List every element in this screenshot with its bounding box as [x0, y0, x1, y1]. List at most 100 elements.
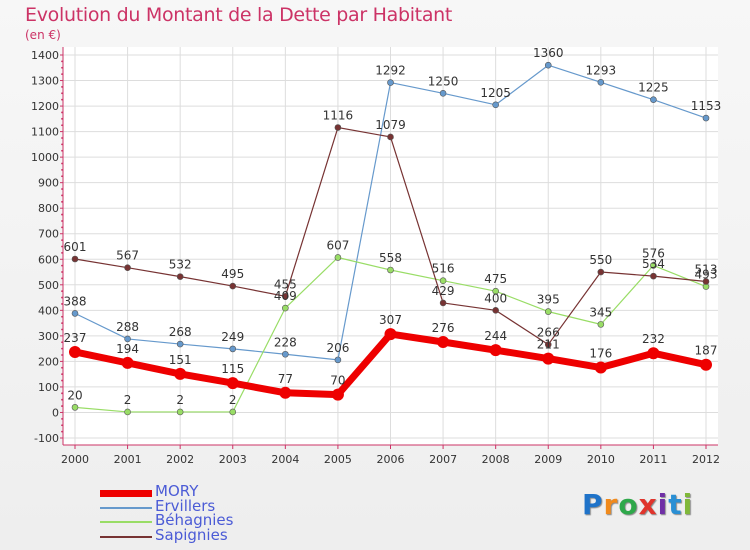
- legend-label: Ervillers: [155, 496, 216, 515]
- proxiti-logo: Proxiti: [582, 488, 693, 521]
- data-point: [650, 272, 657, 280]
- x-tick-label: 2008: [482, 453, 510, 466]
- y-minor-tick: [61, 117, 63, 120]
- y-tick-label: 300: [38, 330, 59, 343]
- data-point: [702, 278, 710, 285]
- data-label: 400: [484, 291, 507, 305]
- y-minor-tick: [61, 379, 63, 382]
- y-minor-tick: [61, 239, 63, 242]
- data-point: [229, 345, 237, 353]
- data-label: 567: [116, 249, 139, 263]
- data-point: [439, 277, 447, 285]
- y-minor-tick: [61, 111, 63, 114]
- data-label: 513: [695, 262, 718, 276]
- y-minor-tick: [61, 169, 63, 171]
- data-point: [282, 292, 289, 300]
- data-point: [439, 90, 447, 97]
- data-label: 2: [124, 393, 132, 407]
- data-point: [124, 408, 131, 416]
- data-label: 395: [537, 293, 560, 307]
- data-point: [437, 335, 450, 348]
- y-minor-tick: [61, 392, 63, 395]
- data-label: 475: [484, 272, 507, 286]
- y-minor-tick: [61, 277, 63, 280]
- y-minor-tick: [61, 290, 63, 293]
- data-label: 576: [642, 246, 665, 260]
- data-label: 532: [169, 258, 192, 272]
- data-label: 1360: [533, 46, 564, 60]
- y-minor-tick: [61, 200, 63, 203]
- legend-swatch: [100, 489, 152, 497]
- data-point: [492, 307, 499, 314]
- data-point: [124, 264, 131, 271]
- data-point: [597, 268, 605, 276]
- data-label: 276: [432, 321, 455, 335]
- x-tick-label: 2004: [271, 453, 299, 466]
- logo-letter: i: [657, 488, 669, 521]
- y-minor-tick: [61, 251, 63, 254]
- data-point: [71, 255, 79, 263]
- legend-label: MORY: [155, 482, 199, 500]
- data-label: 1205: [480, 86, 511, 100]
- data-label: 77: [278, 372, 293, 386]
- x-tick-label: 2002: [166, 453, 194, 466]
- y-minor-tick: [61, 213, 63, 216]
- data-label: 534: [642, 257, 665, 271]
- data-point: [439, 299, 447, 307]
- data-point: [650, 262, 657, 269]
- y-minor-tick: [61, 245, 63, 248]
- data-label: 268: [169, 325, 192, 339]
- data-point: [229, 282, 237, 290]
- data-label: 187: [695, 344, 718, 358]
- data-point: [542, 352, 555, 365]
- data-point: [334, 124, 342, 131]
- y-minor-tick: [61, 124, 63, 127]
- y-minor-tick: [61, 430, 63, 433]
- data-point: [489, 344, 502, 357]
- data-label: 1225: [638, 81, 669, 95]
- data-label: 194: [116, 342, 139, 356]
- data-point: [387, 266, 394, 274]
- data-label: 237: [64, 331, 87, 345]
- data-point: [594, 361, 607, 374]
- data-label: 1292: [375, 64, 406, 78]
- y-minor-tick: [61, 73, 63, 76]
- y-minor-tick: [61, 296, 63, 299]
- data-label: 429: [432, 284, 455, 298]
- y-minor-tick: [61, 405, 63, 407]
- data-label: 2: [229, 393, 237, 407]
- y-tick-label: 1300: [31, 75, 59, 88]
- data-point: [282, 350, 289, 358]
- y-minor-tick: [61, 366, 63, 369]
- data-label: 409: [274, 289, 297, 303]
- data-point: [334, 254, 342, 261]
- data-point: [544, 61, 552, 69]
- x-tick-label: 2011: [639, 453, 667, 466]
- y-minor-tick: [61, 175, 63, 178]
- logo-letter: r: [603, 488, 619, 521]
- y-minor-tick: [61, 347, 63, 350]
- data-point: [176, 408, 184, 416]
- x-tick-label: 2006: [377, 453, 405, 466]
- data-label: 228: [274, 335, 297, 349]
- data-point: [124, 335, 131, 343]
- data-point: [702, 114, 710, 122]
- legend-swatch: [100, 506, 152, 509]
- y-minor-tick: [61, 328, 63, 331]
- data-point: [544, 341, 552, 348]
- logo-letter: P: [582, 488, 604, 521]
- x-tick-label: 2010: [587, 453, 615, 466]
- data-label: 288: [116, 320, 139, 334]
- data-label: 176: [589, 347, 612, 361]
- y-minor-tick: [61, 143, 63, 146]
- y-minor-tick: [61, 137, 63, 139]
- y-minor-tick: [61, 86, 63, 88]
- y-minor-tick: [61, 220, 63, 222]
- y-minor-tick: [61, 264, 63, 267]
- y-minor-tick: [61, 424, 63, 427]
- data-label: 115: [221, 362, 244, 376]
- data-label: 151: [169, 353, 192, 367]
- data-label: 455: [274, 277, 297, 291]
- data-point: [700, 358, 712, 371]
